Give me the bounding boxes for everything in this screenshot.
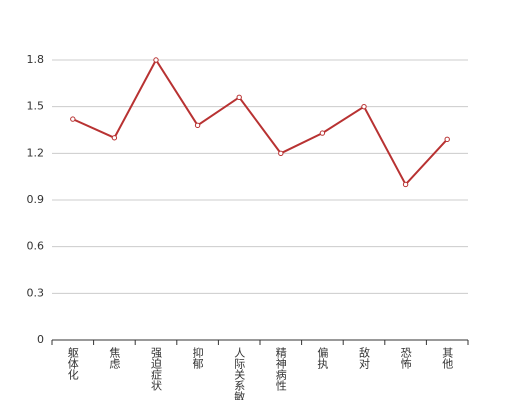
point xyxy=(194,122,201,129)
x-tick-label: 精神病性 xyxy=(274,347,287,392)
point xyxy=(153,57,159,63)
y-tick-label: 0 xyxy=(37,333,44,346)
y-tick-label: 1.2 xyxy=(27,146,45,159)
x-tick-label: 偏执 xyxy=(316,346,329,370)
point xyxy=(319,130,326,136)
x-tick-label: 躯体化 xyxy=(66,347,79,381)
x-tick-label: 抑郁 xyxy=(191,346,204,369)
x-tick-label: 敌对 xyxy=(358,346,371,369)
point xyxy=(278,150,284,157)
y-tick-label: 0.6 xyxy=(27,240,45,253)
y-tick-label: 0.9 xyxy=(27,193,45,206)
point xyxy=(444,136,450,143)
point xyxy=(361,103,367,110)
x-tick-label: 其他 xyxy=(441,347,454,369)
y-tick-label: 0.3 xyxy=(27,286,45,299)
x-tick-label: 人际关系敏感 xyxy=(233,347,246,400)
point xyxy=(236,94,242,101)
point xyxy=(70,116,76,122)
point xyxy=(111,135,118,141)
x-tick-label: 恐怖 xyxy=(399,347,412,369)
y-tick-label: 1.5 xyxy=(27,100,45,113)
x-tick-label: 焦虑 xyxy=(108,347,121,369)
line xyxy=(72,58,448,187)
x-tick-label: 强迫症状 xyxy=(150,347,163,391)
point xyxy=(402,181,409,188)
y-tick-label: 1.8 xyxy=(27,53,45,66)
